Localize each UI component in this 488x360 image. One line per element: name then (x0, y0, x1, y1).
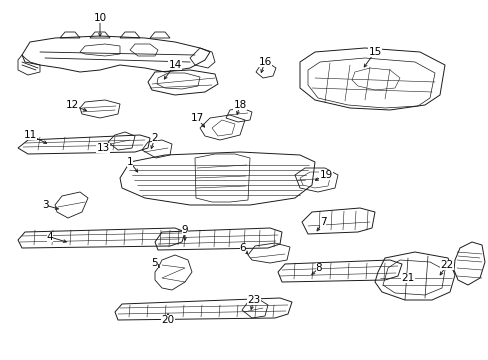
Text: 10: 10 (93, 13, 106, 23)
Text: 15: 15 (367, 47, 381, 57)
Text: 5: 5 (151, 258, 158, 268)
Text: 23: 23 (247, 295, 260, 305)
Text: 21: 21 (401, 273, 414, 283)
Text: 3: 3 (41, 200, 48, 210)
Text: 16: 16 (258, 57, 271, 67)
Text: 18: 18 (233, 100, 246, 110)
Text: 8: 8 (315, 263, 322, 273)
Text: 14: 14 (168, 60, 181, 70)
Text: 12: 12 (65, 100, 79, 110)
Text: 22: 22 (440, 260, 453, 270)
Text: 9: 9 (182, 225, 188, 235)
Text: 19: 19 (319, 170, 332, 180)
Text: 13: 13 (96, 143, 109, 153)
Text: 20: 20 (161, 315, 174, 325)
Text: 17: 17 (190, 113, 203, 123)
Text: 2: 2 (151, 133, 158, 143)
Text: 11: 11 (23, 130, 37, 140)
Text: 7: 7 (319, 217, 325, 227)
Text: 4: 4 (46, 232, 53, 242)
Text: 6: 6 (239, 243, 246, 253)
Text: 1: 1 (126, 157, 133, 167)
